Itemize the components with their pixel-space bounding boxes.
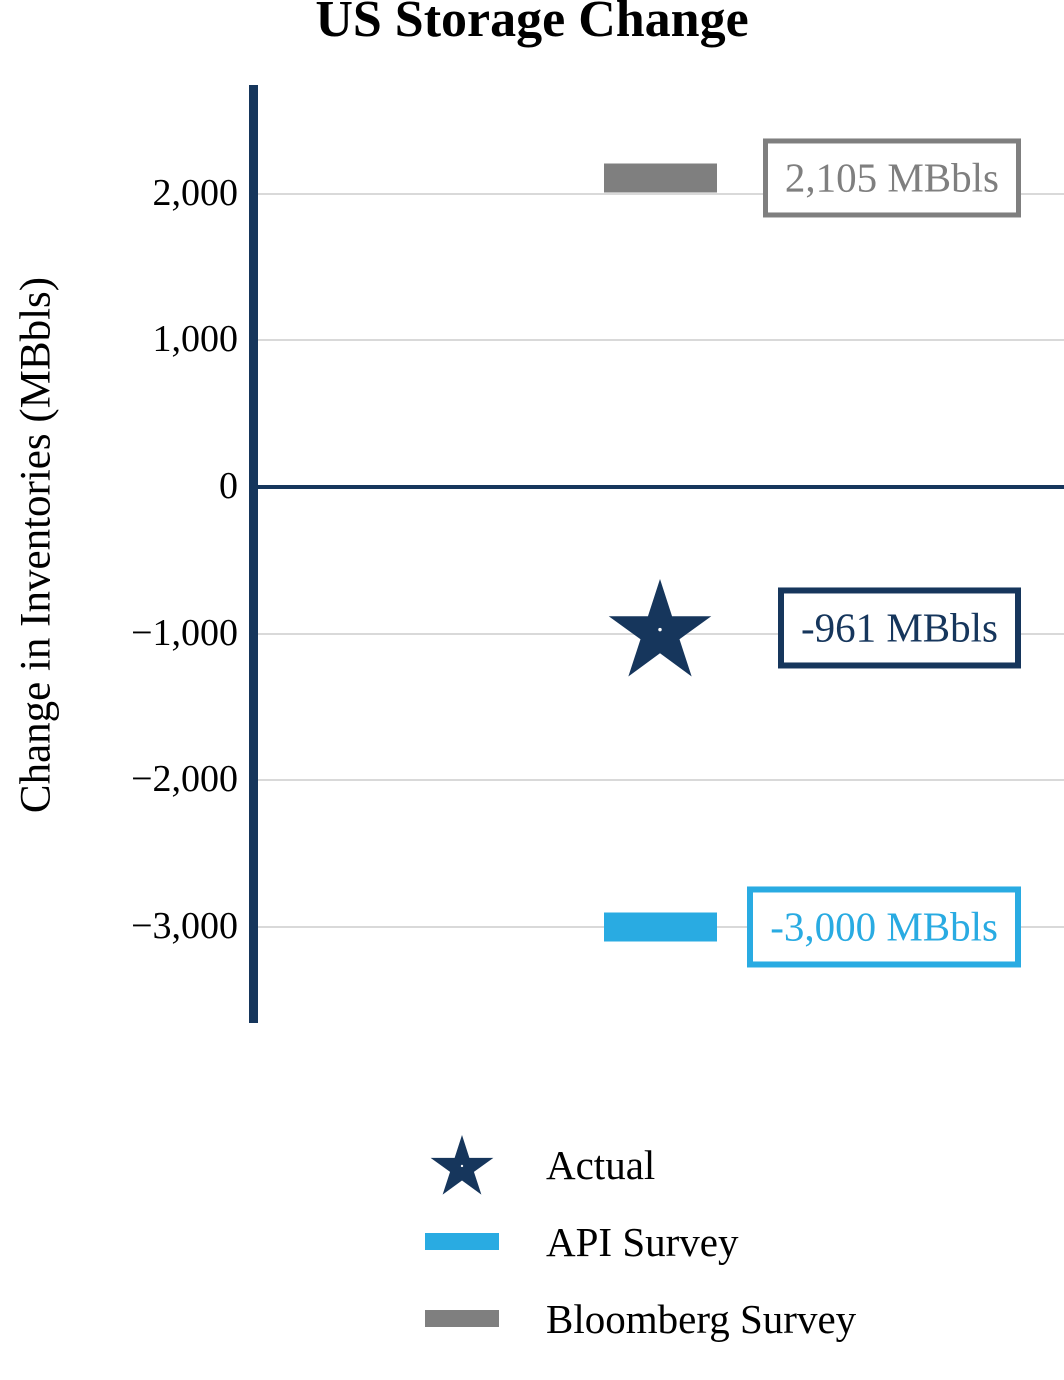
actual-value-label: -961 MBbls xyxy=(777,587,1021,669)
star-icon xyxy=(606,578,714,677)
bloomberg-survey-bar-icon xyxy=(418,1310,506,1327)
gridline xyxy=(258,192,1064,195)
y-tick-label: −2,000 xyxy=(131,758,238,801)
legend-item-bloomberg-survey: Bloomberg Survey xyxy=(418,1280,856,1357)
legend-label-bloomberg-survey: Bloomberg Survey xyxy=(546,1295,857,1342)
y-axis-line xyxy=(249,85,258,1023)
zero-line xyxy=(258,485,1064,489)
bloomberg-survey-bar xyxy=(604,163,717,193)
api-survey-value-label: -3,000 MBbls xyxy=(747,886,1021,968)
legend-label-api-survey: API Survey xyxy=(546,1218,739,1265)
y-tick-label: 2,000 xyxy=(152,171,239,214)
api-survey-value-text: -3,000 MBbls xyxy=(770,903,998,950)
api-survey-bar xyxy=(604,912,717,942)
y-tick-label: −1,000 xyxy=(131,611,238,654)
y-tick-label: −3,000 xyxy=(131,905,238,948)
gridline xyxy=(258,779,1064,782)
bloomberg-survey-value-label: 2,105 MBbls xyxy=(762,138,1021,218)
star-icon xyxy=(418,1134,506,1195)
y-tick-label: 0 xyxy=(219,465,238,508)
legend-label-actual: Actual xyxy=(546,1141,656,1188)
chart-title: US Storage Change xyxy=(315,0,749,48)
legend-item-actual: Actual xyxy=(418,1126,856,1203)
legend: Actual API Survey Bloomberg Survey xyxy=(418,1126,856,1357)
actual-value-text: -961 MBbls xyxy=(800,604,998,651)
legend-item-api-survey: API Survey xyxy=(418,1203,856,1280)
y-tick-label: 1,000 xyxy=(152,318,239,361)
api-survey-bar-icon xyxy=(418,1233,506,1250)
bloomberg-survey-value-text: 2,105 MBbls xyxy=(784,154,999,201)
gridline xyxy=(258,339,1064,342)
